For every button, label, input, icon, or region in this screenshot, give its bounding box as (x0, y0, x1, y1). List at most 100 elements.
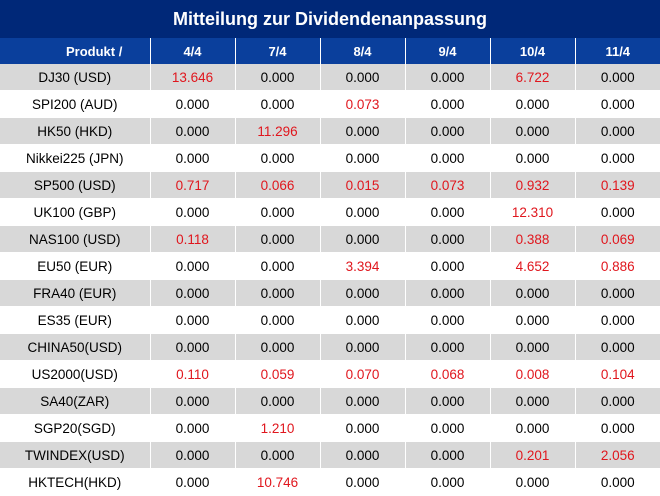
value-cell: 0.000 (150, 117, 236, 145)
value-cell: 0.000 (575, 306, 660, 334)
value-cell: 0.068 (405, 360, 491, 388)
value-cell: 0.000 (490, 387, 576, 415)
value-cell: 0.000 (490, 306, 576, 334)
product-cell: US2000(USD) (0, 360, 151, 388)
value-cell: 0.000 (235, 198, 321, 226)
product-cell: SPI200 (AUD) (0, 90, 151, 118)
value-cell: 0.000 (235, 306, 321, 334)
product-cell: DJ30 (USD) (0, 64, 151, 91)
value-cell: 0.000 (405, 441, 491, 469)
value-cell: 0.000 (320, 468, 406, 496)
value-cell: 0.104 (575, 360, 660, 388)
column-header-date: 11/4 (575, 38, 660, 64)
table-row: TWINDEX(USD) 0.000 0.000 0.000 0.000 0.201 2.0… (0, 441, 660, 469)
value-cell: 0.000 (235, 387, 321, 415)
value-cell: 0.000 (575, 333, 660, 361)
value-cell: 0.000 (150, 252, 236, 280)
value-cell: 0.388 (490, 225, 576, 253)
value-cell: 0.000 (320, 64, 406, 91)
value-cell: 13.646 (150, 64, 236, 91)
table-row: UK100 (GBP) 0.000 0.000 0.000 0.000 12.310 0.0… (0, 198, 660, 226)
value-cell: 0.000 (235, 333, 321, 361)
table-row: SP500 (USD) 0.717 0.066 0.015 0.073 0.932 0.13… (0, 171, 660, 199)
table-body: DJ30 (USD) 13.646 0.000 0.000 0.000 6.722 0.00… (0, 64, 660, 496)
value-cell: 0.070 (320, 360, 406, 388)
value-cell: 1.210 (235, 414, 321, 442)
table-row: Nikkei225 (JPN) 0.000 0.000 0.000 0.000 0.000… (0, 144, 660, 172)
value-cell: 12.310 (490, 198, 576, 226)
product-cell: Nikkei225 (JPN) (0, 144, 151, 172)
value-cell: 0.000 (575, 279, 660, 307)
value-cell: 0.000 (405, 387, 491, 415)
value-cell: 0.015 (320, 171, 406, 199)
value-cell: 0.201 (490, 441, 576, 469)
value-cell: 0.008 (490, 360, 576, 388)
column-header-date: 4/4 (150, 38, 236, 64)
value-cell: 0.000 (575, 90, 660, 118)
value-cell: 0.000 (150, 387, 236, 415)
value-cell: 0.000 (490, 468, 576, 496)
value-cell: 0.000 (235, 64, 321, 91)
value-cell: 0.000 (150, 306, 236, 334)
value-cell: 0.000 (575, 64, 660, 91)
value-cell: 0.000 (405, 333, 491, 361)
product-cell: HKTECH(HKD) (0, 468, 151, 496)
value-cell: 3.394 (320, 252, 406, 280)
value-cell: 0.000 (490, 144, 576, 172)
value-cell: 0.000 (320, 198, 406, 226)
value-cell: 0.000 (575, 387, 660, 415)
column-header-date: 8/4 (320, 38, 406, 64)
table-row: SA40(ZAR) 0.000 0.000 0.000 0.000 0.000 0.000 (0, 387, 660, 415)
product-cell: CHINA50(USD) (0, 333, 151, 361)
value-cell: 0.000 (405, 64, 491, 91)
value-cell: 0.000 (150, 144, 236, 172)
value-cell: 0.073 (405, 171, 491, 199)
value-cell: 0.000 (405, 279, 491, 307)
value-cell: 0.000 (150, 414, 236, 442)
value-cell: 0.073 (320, 90, 406, 118)
product-cell: FRA40 (EUR) (0, 279, 151, 307)
header-row: Produkt / 4/4 7/4 8/4 9/4 10/4 11/4 (0, 38, 660, 64)
value-cell: 0.000 (320, 441, 406, 469)
value-cell: 0.000 (490, 117, 576, 145)
value-cell: 0.000 (150, 90, 236, 118)
value-cell: 0.000 (320, 333, 406, 361)
value-cell: 4.652 (490, 252, 576, 280)
value-cell: 0.066 (235, 171, 321, 199)
value-cell: 0.000 (575, 144, 660, 172)
table-row: CHINA50(USD) 0.000 0.000 0.000 0.000 0.000 0.0… (0, 333, 660, 361)
value-cell: 0.000 (150, 279, 236, 307)
value-cell: 0.000 (235, 90, 321, 118)
table-row: ES35 (EUR) 0.000 0.000 0.000 0.000 0.000 0.000 (0, 306, 660, 334)
table-row: NAS100 (USD) 0.118 0.000 0.000 0.000 0.388 0.0… (0, 225, 660, 253)
value-cell: 0.000 (490, 414, 576, 442)
column-header-date: 9/4 (405, 38, 491, 64)
value-cell: 11.296 (235, 117, 321, 145)
product-cell: EU50 (EUR) (0, 252, 151, 280)
value-cell: 0.000 (150, 468, 236, 496)
value-cell: 0.139 (575, 171, 660, 199)
product-cell: NAS100 (USD) (0, 225, 151, 253)
value-cell: 0.059 (235, 360, 321, 388)
value-cell: 0.069 (575, 225, 660, 253)
product-cell: SA40(ZAR) (0, 387, 151, 415)
value-cell: 0.000 (405, 252, 491, 280)
table-row: SPI200 (AUD) 0.000 0.000 0.073 0.000 0.000 0.0… (0, 90, 660, 118)
value-cell: 0.110 (150, 360, 236, 388)
value-cell: 0.000 (235, 144, 321, 172)
value-cell: 0.000 (490, 333, 576, 361)
value-cell: 10.746 (235, 468, 321, 496)
value-cell: 0.000 (235, 252, 321, 280)
table-row: FRA40 (EUR) 0.000 0.000 0.000 0.000 0.000 0.00… (0, 279, 660, 307)
column-header-date: 7/4 (235, 38, 321, 64)
column-header-product: Produkt / (0, 38, 151, 64)
value-cell: 0.000 (235, 441, 321, 469)
table-row: HKTECH(HKD) 0.000 10.746 0.000 0.000 0.000 0.0… (0, 468, 660, 496)
value-cell: 0.000 (575, 468, 660, 496)
product-cell: ES35 (EUR) (0, 306, 151, 334)
value-cell: 0.000 (575, 414, 660, 442)
value-cell: 0.000 (490, 279, 576, 307)
value-cell: 0.886 (575, 252, 660, 280)
table-header: Produkt / 4/4 7/4 8/4 9/4 10/4 11/4 (0, 38, 660, 64)
